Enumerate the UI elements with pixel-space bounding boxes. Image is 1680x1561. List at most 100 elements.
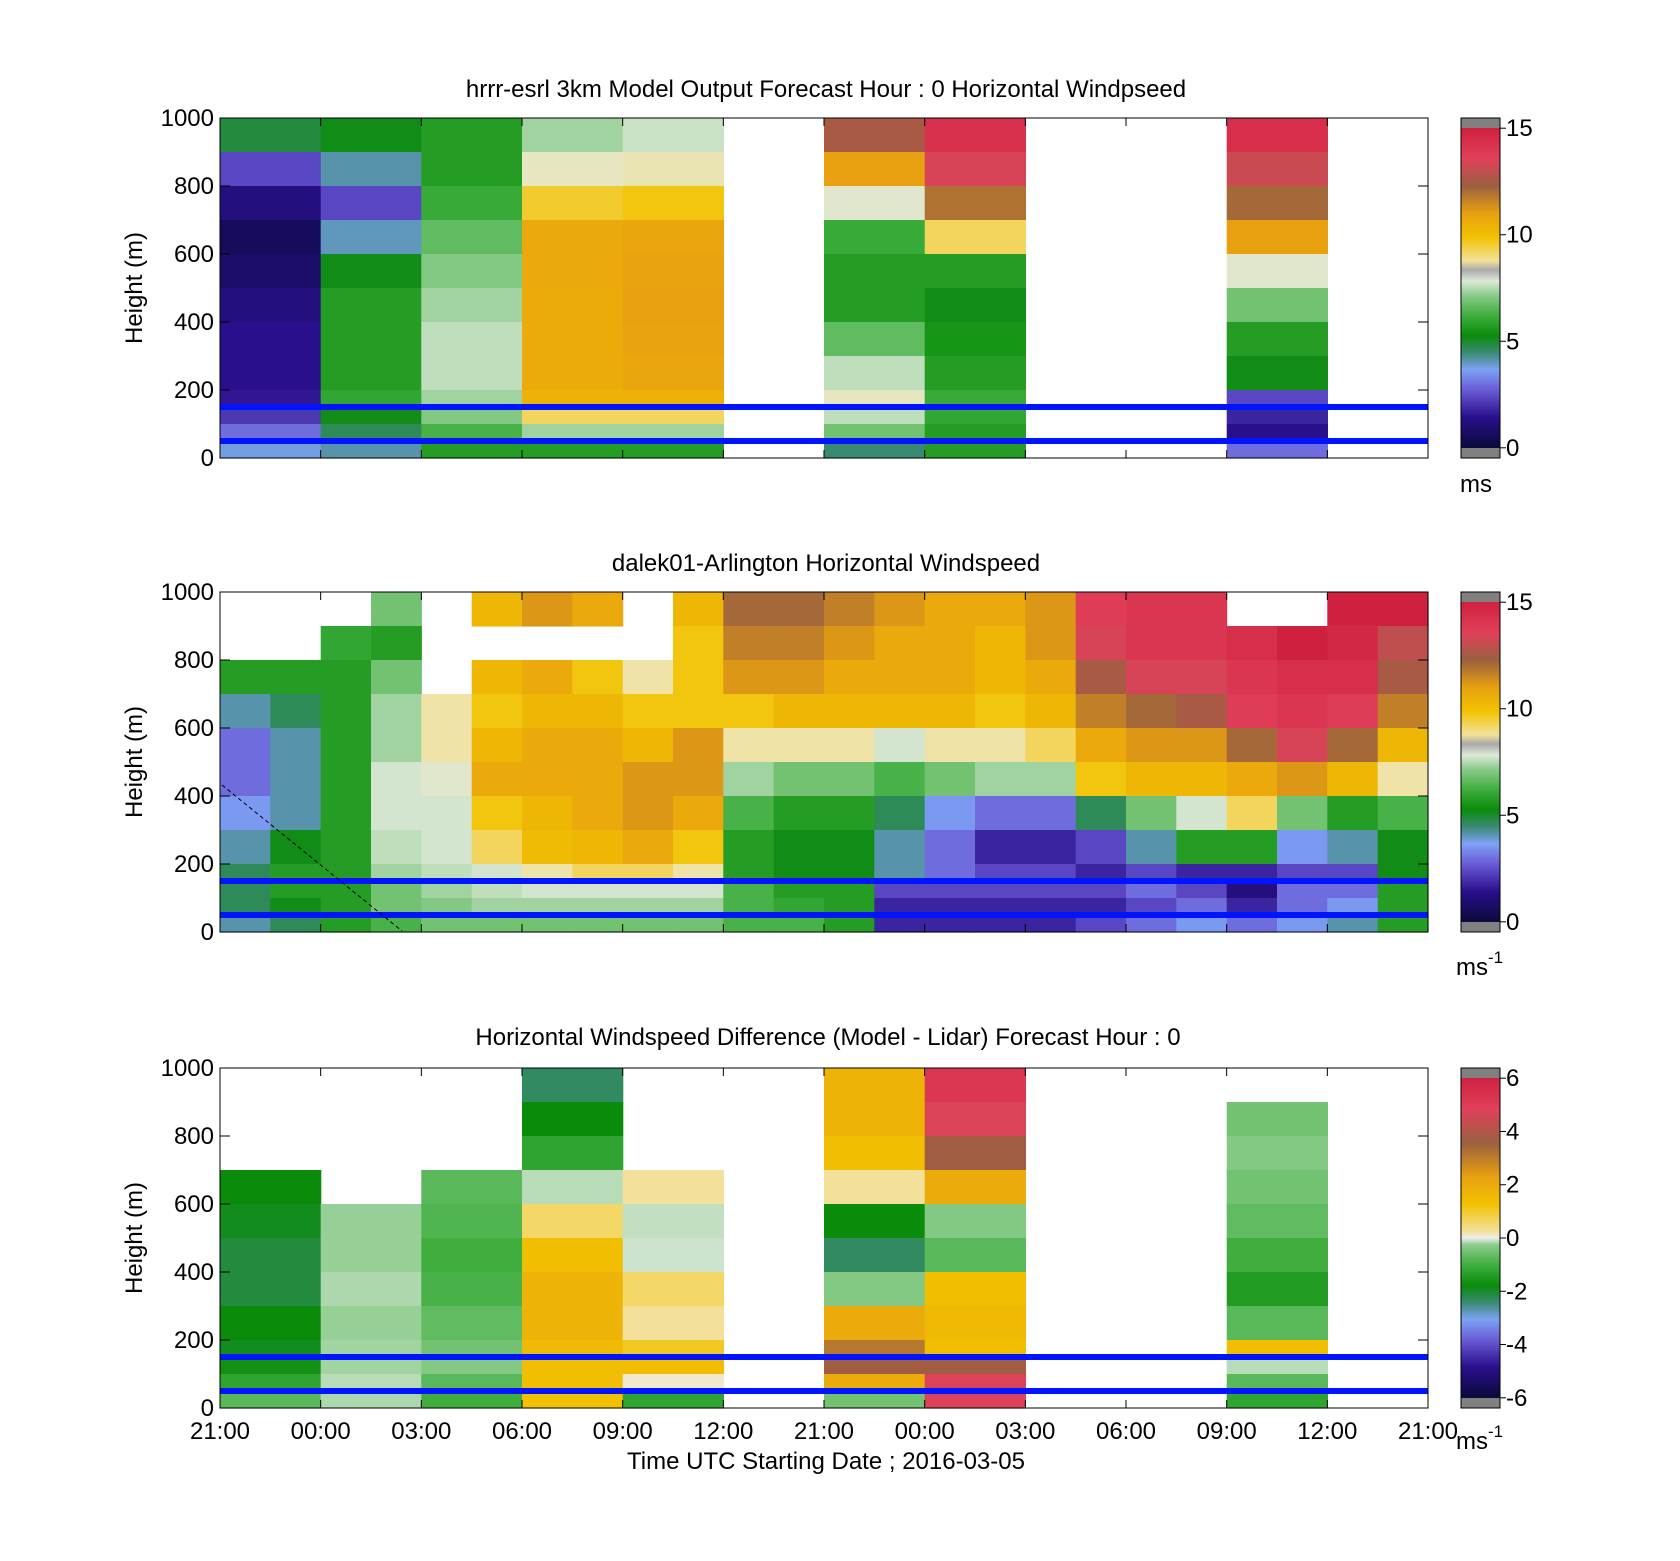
heatmap-cells <box>220 592 1429 933</box>
heatmap-cell <box>371 915 422 933</box>
heatmap-cell <box>1025 796 1077 831</box>
y-tick-label: 800 <box>174 647 214 674</box>
heatmap-cell <box>824 1391 926 1409</box>
colorbar-tick-label: 2 <box>1506 1172 1519 1199</box>
y-tick-label: 400 <box>174 309 214 336</box>
heatmap-cell <box>824 1306 926 1341</box>
heatmap-cell <box>673 864 724 882</box>
heatmap-cell <box>723 796 775 831</box>
heatmap-cell <box>924 1272 1026 1307</box>
heatmap-cell <box>1226 118 1328 153</box>
heatmap-cell <box>975 592 1026 627</box>
heatmap-cell <box>1176 881 1228 899</box>
heatmap-cell <box>421 407 523 425</box>
heatmap-cell <box>320 390 422 408</box>
heatmap-cell <box>1025 626 1077 661</box>
x-axis-tickmarks <box>219 592 1429 932</box>
heatmap-cell <box>874 762 926 797</box>
heatmap-cell <box>673 762 724 797</box>
heatmap-cell <box>220 152 322 187</box>
heatmap-cell <box>924 254 1026 289</box>
heatmap-cell <box>522 1391 624 1409</box>
heatmap-cell <box>874 898 926 916</box>
heatmap-cell <box>773 796 825 831</box>
heatmap-cell <box>1025 830 1077 865</box>
colorbar-tick-label: 0 <box>1506 435 1519 462</box>
heatmap-cell <box>924 220 1026 255</box>
heatmap-cell <box>220 186 322 221</box>
heatmap-cell <box>1277 762 1328 797</box>
heatmap-cell <box>1226 186 1328 221</box>
heatmap-cell <box>220 1204 322 1239</box>
heatmap-cell <box>1025 898 1077 916</box>
heatmap-cell <box>421 288 523 323</box>
heatmap-cell <box>421 1272 523 1307</box>
heatmap-cell <box>522 322 624 357</box>
heatmap-cell <box>220 356 322 391</box>
heatmap-cell <box>1126 915 1177 933</box>
heatmap-cell <box>824 1374 926 1392</box>
heatmap-cell <box>824 356 926 391</box>
heatmap-cell <box>320 1272 422 1307</box>
x-tick-label: 03:00 <box>995 1418 1055 1445</box>
heatmap-cell <box>824 881 875 899</box>
heatmap-cell <box>522 424 624 442</box>
heatmap-cell <box>220 915 271 933</box>
heatmap-cell <box>1126 762 1177 797</box>
heatmap-cell <box>622 322 724 357</box>
heatmap-cell <box>924 762 976 797</box>
heatmap-cell <box>371 660 422 695</box>
heatmap-cell <box>622 1340 724 1358</box>
heatmap-cell <box>1327 626 1379 661</box>
heatmap-cell <box>522 288 624 323</box>
panel-title: Horizontal Windspeed Difference (Model -… <box>475 1024 1180 1051</box>
colorbar-tick-label: 4 <box>1506 1118 1519 1145</box>
heatmap-cell <box>522 1306 624 1341</box>
heatmap-cell <box>1126 830 1177 865</box>
heatmap-cell <box>773 864 825 882</box>
heatmap-cell <box>320 322 422 357</box>
heatmap-cell <box>673 592 724 627</box>
heatmap-cell <box>220 864 271 882</box>
heatmap-cell <box>572 728 624 763</box>
heatmap-cell <box>1075 830 1127 865</box>
heatmap-cell <box>673 830 724 865</box>
y-tick-label: 0 <box>201 445 214 472</box>
heatmap-cell <box>622 1238 724 1273</box>
heatmap-cell <box>1226 356 1328 391</box>
heatmap-cell <box>1277 830 1328 865</box>
heatmap-cell <box>1126 796 1177 831</box>
y-tick-label: 0 <box>201 919 214 946</box>
heatmap-cell <box>1377 796 1429 831</box>
heatmap-cell <box>824 407 926 425</box>
heatmap-cell <box>824 441 926 459</box>
heatmap-cell <box>1025 660 1077 695</box>
heatmap-cell <box>220 254 322 289</box>
heatmap-cell <box>220 694 271 729</box>
x-tick-label: 00:00 <box>291 1418 351 1445</box>
heatmap-cell <box>824 1357 926 1375</box>
heatmap-cell <box>471 915 523 933</box>
x-tick-label: 06:00 <box>492 1418 552 1445</box>
heatmap-cell <box>572 915 624 933</box>
heatmap-cell <box>924 864 976 882</box>
heatmap-cell <box>220 1374 322 1392</box>
heatmap-cell <box>421 152 523 187</box>
heatmap-cell <box>270 762 322 797</box>
heatmap-cell <box>320 881 372 899</box>
heatmap-cell <box>1327 915 1379 933</box>
colorbar-tick-label: 6 <box>1506 1065 1519 1092</box>
heatmap-cell <box>1025 881 1077 899</box>
heatmap-cell <box>1226 728 1278 763</box>
heatmap-cell <box>522 1374 624 1392</box>
heatmap-cell <box>572 864 624 882</box>
heatmap-cell <box>421 1357 523 1375</box>
heatmap-cell <box>975 762 1026 797</box>
heatmap-cell <box>522 356 624 391</box>
heatmap-cell <box>723 915 775 933</box>
heatmap-cell <box>220 118 322 153</box>
heatmap-cell <box>522 864 573 882</box>
y-tick-label: 200 <box>174 377 214 404</box>
heatmap-cell <box>421 118 523 153</box>
heatmap-cell <box>975 728 1026 763</box>
